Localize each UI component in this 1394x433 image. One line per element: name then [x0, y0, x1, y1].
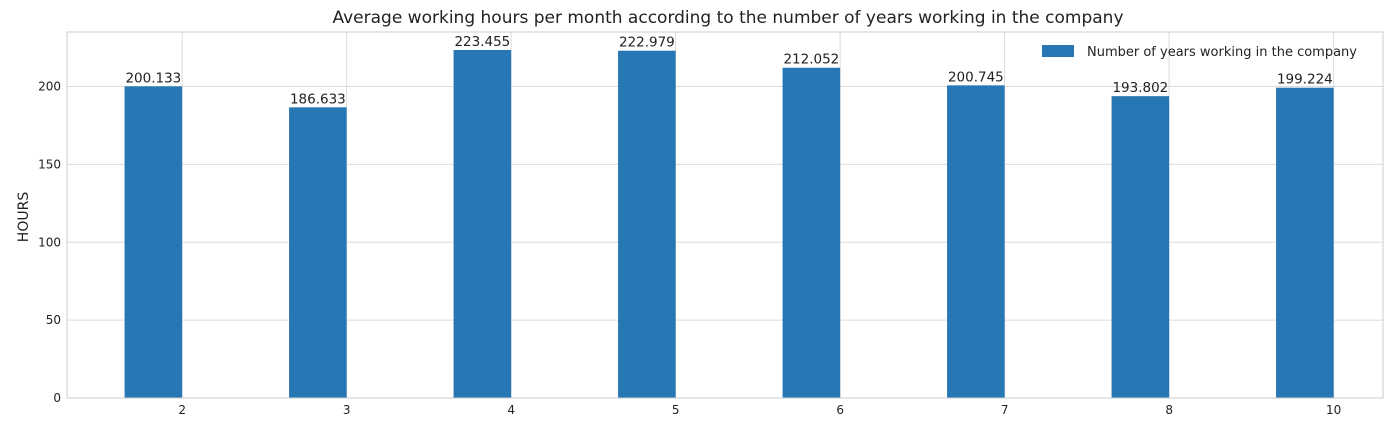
x-tick-label: 3: [343, 403, 351, 417]
bar: [124, 86, 183, 398]
bar: [453, 49, 512, 399]
plot-frame: [66, 31, 1384, 399]
grid: [67, 32, 1383, 399]
bar-value-label: 200.745: [948, 69, 1004, 85]
y-tick-label: 50: [46, 313, 61, 327]
bar: [1111, 96, 1170, 398]
bar-value-label: 186.633: [290, 91, 346, 107]
bar-value-label: 222.979: [619, 35, 675, 51]
y-tick-label: 200: [38, 80, 61, 94]
bar: [782, 67, 841, 398]
x-tick-label: 7: [1001, 403, 1009, 417]
x-tick-label: 6: [836, 403, 844, 417]
x-tick-label: 8: [1165, 403, 1173, 417]
y-axis-label: HOURS: [16, 192, 32, 243]
bars: 200.133 186.633 223.455 222.979 212.052 200.7…: [124, 34, 1334, 399]
bar: [618, 50, 676, 398]
y-tick-label: 150: [38, 157, 61, 171]
chart-title: Average working hours per month accordin…: [332, 8, 1123, 28]
y-axis-ticks: 0 50 100 150 200: [38, 80, 61, 405]
legend: Number of years working in the company: [1042, 45, 1357, 60]
bar: [947, 85, 1005, 398]
legend-swatch: [1042, 45, 1074, 57]
bar-value-label: 199.224: [1277, 72, 1333, 88]
y-tick-label: 100: [38, 235, 61, 249]
bar-value-label: 200.133: [125, 70, 181, 86]
bar-value-label: 223.455: [454, 34, 510, 50]
x-tick-label: 5: [672, 403, 680, 417]
bar: [289, 107, 347, 398]
bar: [1276, 87, 1334, 399]
x-tick-label: 4: [507, 403, 515, 417]
legend-label: Number of years working in the company: [1087, 45, 1357, 60]
y-tick-label: 0: [53, 391, 61, 405]
bar-value-label: 193.802: [1112, 80, 1168, 96]
x-tick-label: 10: [1326, 403, 1341, 417]
bar-value-label: 212.052: [783, 52, 839, 68]
x-tick-label: 2: [178, 403, 186, 417]
x-axis-ticks: 2 3 4 5 6 7 8 10: [178, 403, 1341, 417]
